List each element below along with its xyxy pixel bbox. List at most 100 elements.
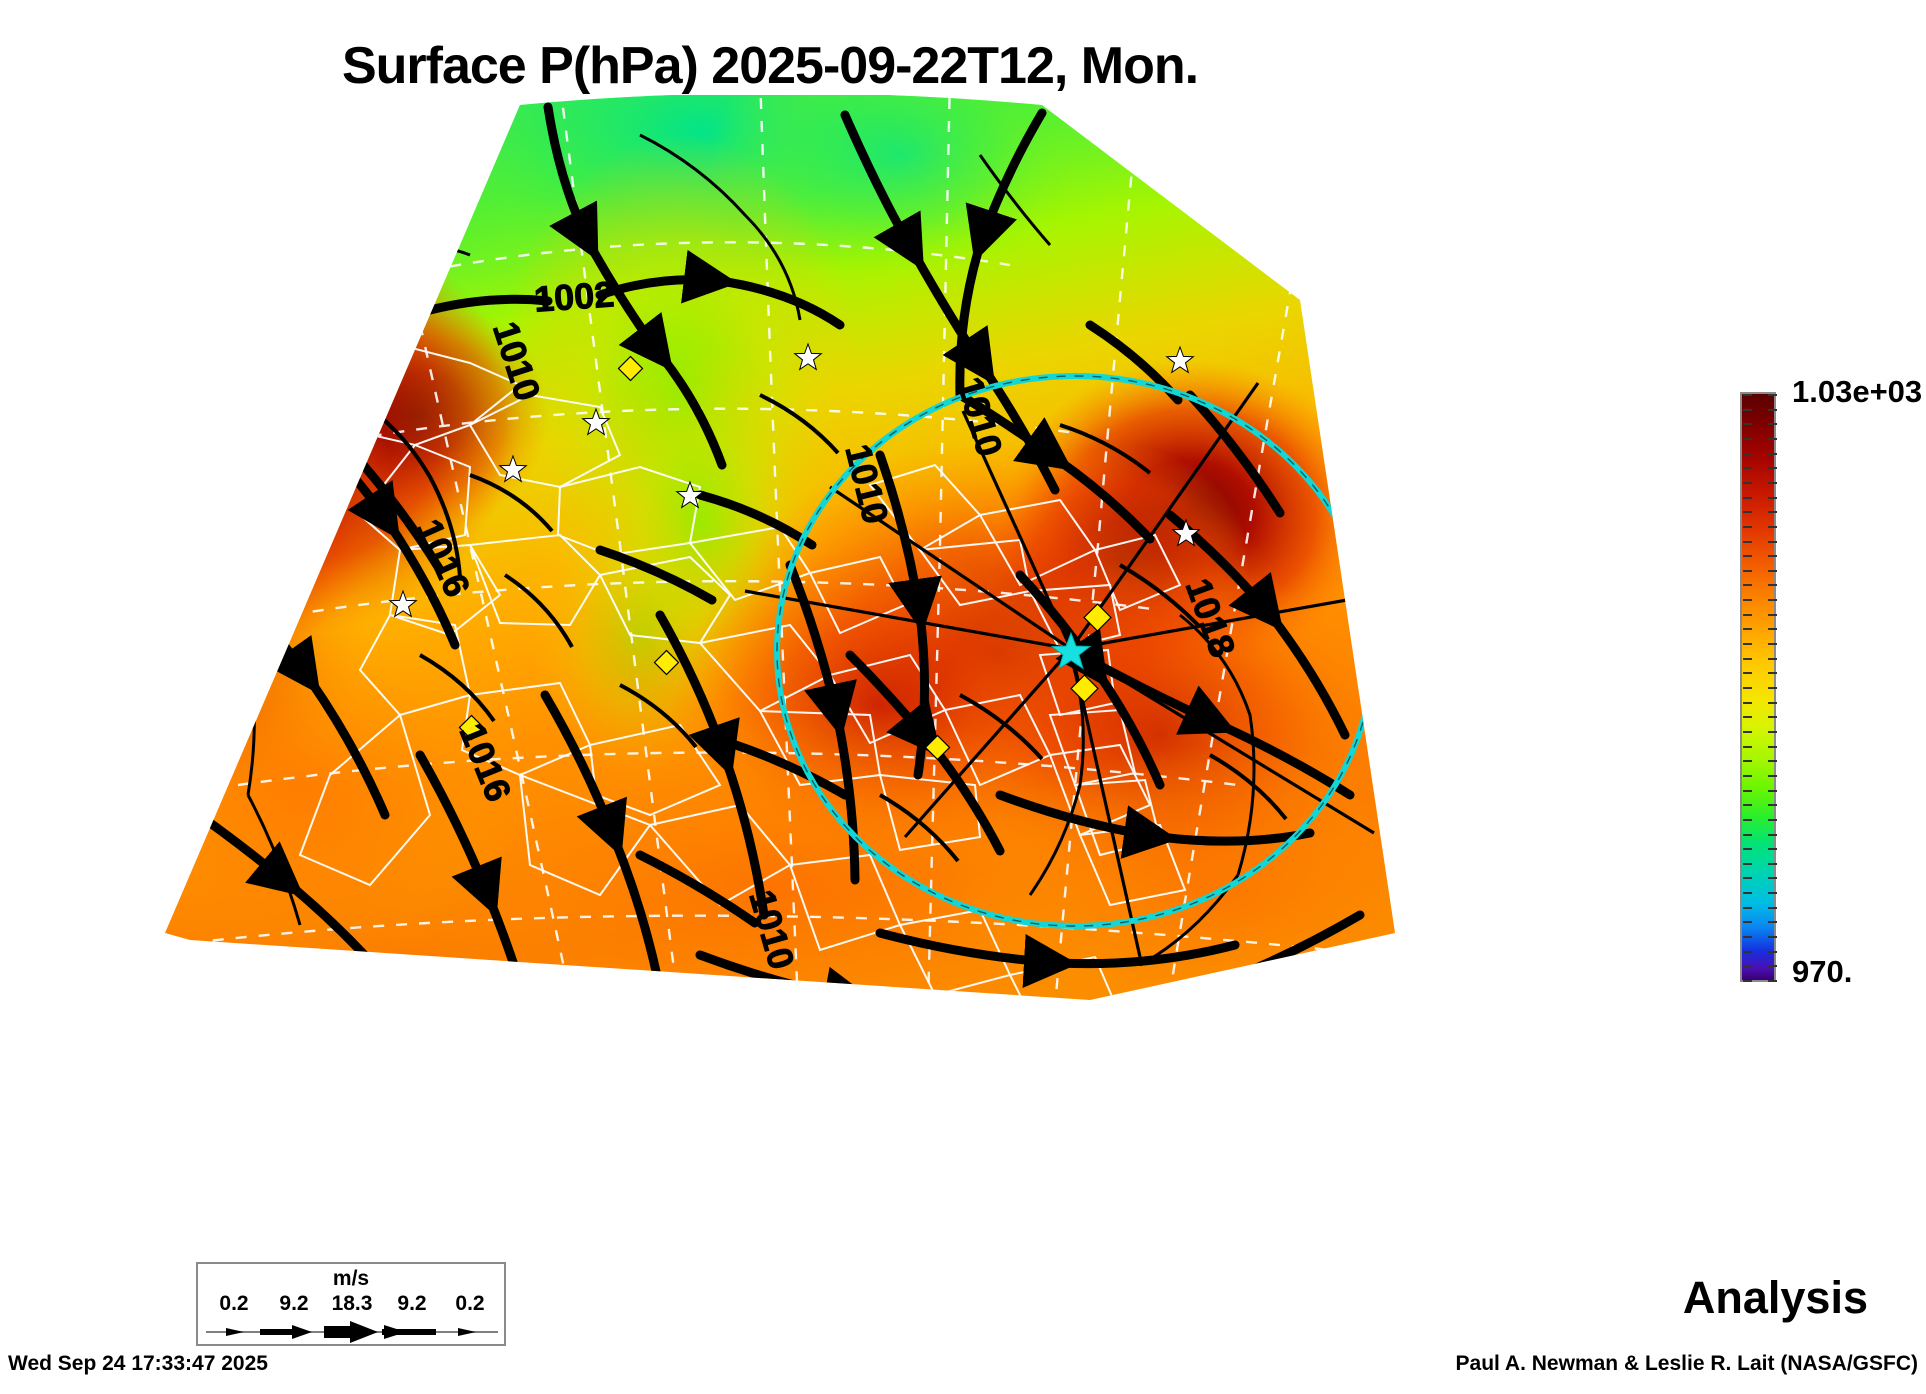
colorbar-tick — [1743, 745, 1752, 748]
colorbar-tick — [1768, 862, 1777, 865]
wind-value-0: 0.2 — [219, 1292, 249, 1315]
page-title: Surface P(hPa) 2025-09-22T12, Mon. — [341, 37, 1199, 95]
colorbar-tick — [1743, 730, 1752, 733]
credits-label: Paul A. Newman & Leslie R. Lait (NASA/GS… — [1455, 1352, 1918, 1375]
colorbar-tick — [1743, 628, 1752, 631]
colorbar-tick — [1743, 804, 1752, 807]
colorbar-tick — [1743, 599, 1752, 602]
colorbar-tick — [1743, 789, 1752, 792]
render-timestamp: Wed Sep 24 17:33:47 2025 — [8, 1352, 268, 1375]
wind-scale-legend: m/s 0.2 9.2 18.3 9.2 0.2 — [196, 1262, 506, 1346]
colorbar-tick — [1743, 511, 1752, 514]
colorbar-tick — [1743, 569, 1752, 572]
colorbar-tick — [1743, 525, 1752, 528]
colorbar-tick — [1768, 804, 1777, 807]
colorbar-tick — [1768, 760, 1777, 763]
colorbar-tick — [1743, 555, 1752, 558]
colorbar-tick — [1743, 833, 1752, 836]
colorbar-tick — [1768, 774, 1777, 777]
colorbar-tick — [1743, 584, 1752, 587]
colorbar-tick — [1743, 467, 1752, 470]
colorbar-tick — [1743, 437, 1752, 440]
colorbar-tick — [1768, 701, 1777, 704]
colorbar-tick — [1743, 965, 1752, 968]
colorbar-tick — [1743, 774, 1752, 777]
wind-value-3: 9.2 — [397, 1292, 427, 1315]
colorbar-tick — [1743, 892, 1752, 895]
colorbar-tick — [1768, 496, 1777, 499]
colorbar-tick — [1768, 481, 1777, 484]
station-markers-star[interactable] — [388, 342, 1201, 618]
analysis-label: Analysis — [1682, 1272, 1868, 1323]
colorbar-tick — [1768, 745, 1777, 748]
colorbar-tick — [1768, 584, 1777, 587]
colorbar-min-label: 970. — [1792, 954, 1853, 989]
colorbar-tick — [1743, 657, 1752, 660]
hub-star-icon[interactable] — [1050, 631, 1092, 670]
colorbar[interactable]: 1.03e+03 970. — [1740, 374, 1926, 1012]
colorbar-gradient — [1740, 392, 1778, 984]
station-markers-diamond[interactable] — [458, 355, 1112, 761]
colorbar-tick — [1743, 716, 1752, 719]
colorbar-tick — [1768, 511, 1777, 514]
colorbar-tick — [1768, 467, 1777, 470]
colorbar-tick — [1743, 701, 1752, 704]
colorbar-tick — [1768, 965, 1777, 968]
colorbar-tick — [1768, 569, 1777, 572]
colorbar-tick — [1768, 848, 1777, 851]
colorbar-tick — [1768, 921, 1777, 924]
isobar-contours-thin — [348, 393, 1288, 863]
colorbar-max-label: 1.03e+03 — [1792, 374, 1923, 409]
colorbar-tick — [1743, 936, 1752, 939]
colorbar-tick — [1743, 452, 1752, 455]
colorbar-tick — [1768, 716, 1777, 719]
colorbar-tick — [1768, 394, 1777, 396]
colorbar-ticks — [1742, 394, 1778, 984]
colorbar-tick — [1743, 950, 1752, 953]
colorbar-tick — [1743, 818, 1752, 821]
colorbar-tick — [1768, 599, 1777, 602]
wind-value-2: 18.3 — [331, 1292, 373, 1315]
colorbar-tick — [1743, 423, 1752, 426]
colorbar-tick — [1743, 643, 1752, 646]
colorbar-tick — [1743, 613, 1752, 616]
colorbar-tick — [1768, 789, 1777, 792]
colorbar-tick — [1743, 877, 1752, 880]
colorbar-tick — [1743, 921, 1752, 924]
colorbar-tick — [1743, 687, 1752, 689]
colorbar-tick — [1768, 687, 1777, 689]
colorbar-tick — [1768, 437, 1777, 440]
colorbar-tick — [1768, 423, 1777, 426]
colorbar-tick — [1768, 877, 1777, 880]
colorbar-tick — [1743, 672, 1752, 675]
colorbar-tick — [1768, 613, 1777, 616]
colorbar-tick — [1743, 394, 1752, 396]
colorbar-tick — [1768, 540, 1777, 543]
colorbar-tick — [1768, 936, 1777, 939]
wind-unit-label: m/s — [332, 1267, 370, 1290]
colorbar-tick — [1768, 980, 1777, 982]
colorbar-tick — [1743, 496, 1752, 499]
colorbar-tick — [1768, 833, 1777, 836]
colorbar-tick — [1768, 672, 1777, 675]
colorbar-tick — [1768, 730, 1777, 733]
colorbar-tick — [1768, 950, 1777, 953]
wind-value-4: 0.2 — [455, 1292, 485, 1315]
colorbar-tick — [1768, 818, 1777, 821]
map-panel[interactable]: 1002 1010 1010 1010 1016 1018 1016 1010 — [0, 95, 1560, 1245]
colorbar-tick — [1743, 862, 1752, 865]
colorbar-tick — [1768, 892, 1777, 895]
colorbar-tick — [1743, 760, 1752, 763]
colorbar-tick — [1768, 555, 1777, 558]
wind-value-1: 9.2 — [279, 1292, 309, 1315]
colorbar-tick — [1768, 452, 1777, 455]
colorbar-tick — [1768, 657, 1777, 660]
colorbar-tick — [1768, 906, 1777, 909]
colorbar-tick — [1743, 481, 1752, 484]
colorbar-tick — [1743, 848, 1752, 851]
colorbar-tick — [1768, 643, 1777, 646]
colorbar-tick — [1768, 525, 1777, 528]
colorbar-tick — [1768, 628, 1777, 631]
